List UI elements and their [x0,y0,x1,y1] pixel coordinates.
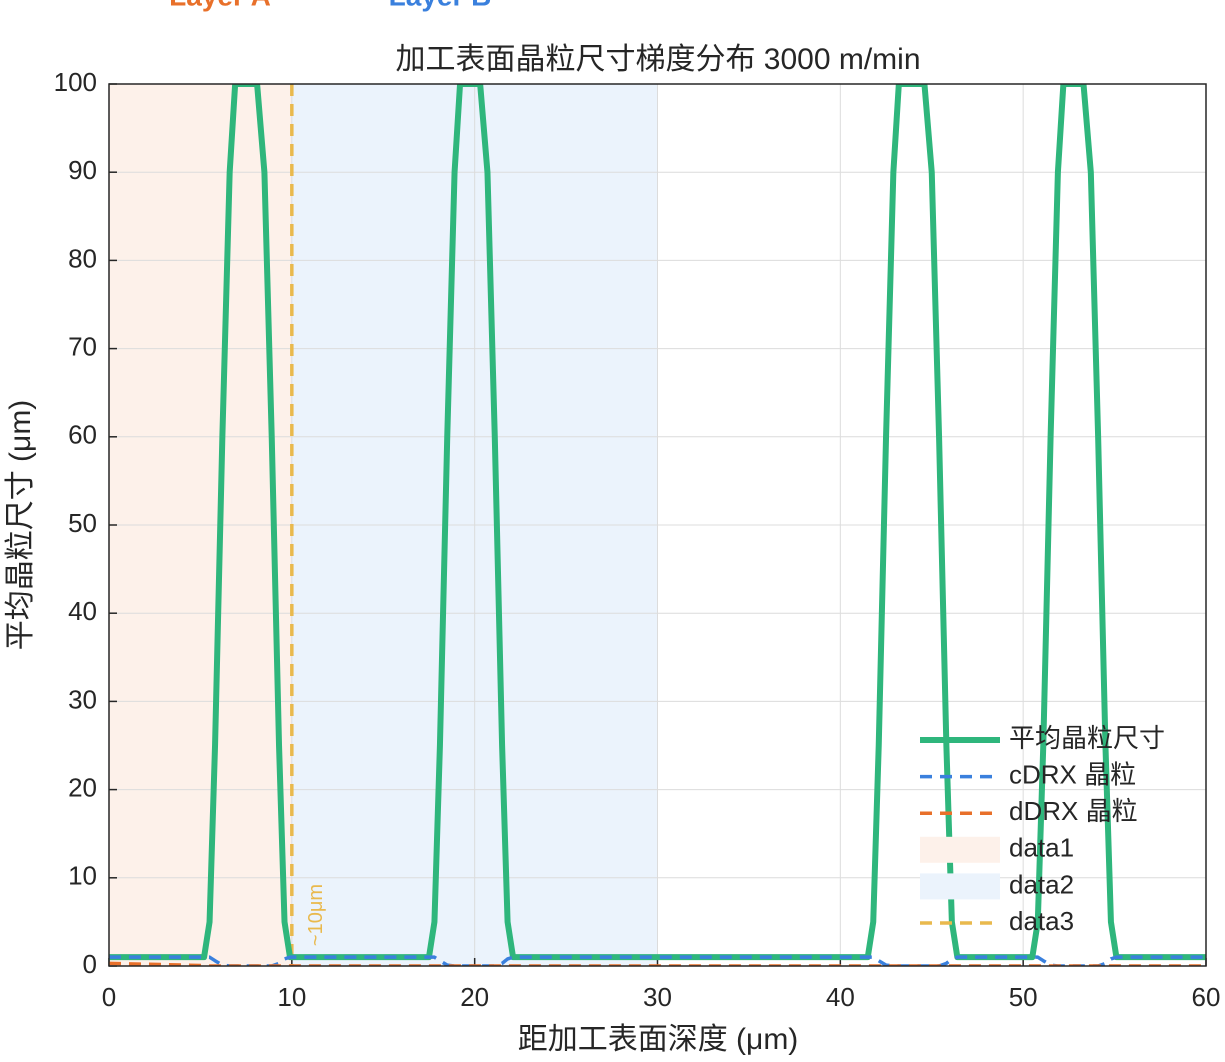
y-tick-label: 30 [68,684,97,714]
legend-label: 平均晶粒尺寸 [1009,723,1165,753]
x-tick-label: 0 [102,982,116,1012]
x-tick-label: 40 [826,982,855,1012]
top-label: Layer B [389,0,492,11]
legend-label: cDRX 晶粒 [1009,759,1136,789]
x-tick-label: 20 [460,982,489,1012]
x-tick-label: 60 [1192,982,1221,1012]
x-tick-label: 30 [643,982,672,1012]
y-tick-label: 0 [83,949,97,979]
chart-title: 加工表面晶粒尺寸梯度分布 3000 m/min [395,43,920,76]
legend-label: data2 [1009,869,1074,899]
y-tick-label: 100 [54,67,97,97]
legend-label: dDRX 晶粒 [1009,796,1138,826]
y-tick-label: 90 [68,155,97,185]
y-tick-label: 70 [68,331,97,361]
legend-label: data1 [1009,833,1074,863]
y-tick-label: 80 [68,243,97,273]
text-layer: 0 10 20 30 40 50 60 0 10 20 30 40 50 60 70 80 90 100 ~10μm… [54,0,1221,1012]
x-tick-label: 10 [277,982,306,1012]
y-tick-label: 40 [68,596,97,626]
y-tick-label: 10 [68,861,97,891]
y-tick-label: 60 [68,420,97,450]
y-tick-label: 50 [68,508,97,538]
x-axis-label: 距加工表面深度 (μm) [518,1023,799,1056]
top-label: Layer A [169,0,271,11]
legend: 平均晶粒尺寸 cDRX 晶粒 dDRX 晶粒 data1 data2 data3 [920,723,1165,936]
legend-swatch [920,836,1000,863]
annotation: ~10μm [305,884,327,946]
y-tick-label: 20 [68,772,97,802]
y-axis-label: 平均晶粒尺寸 (μm) [4,400,37,651]
legend-swatch [920,873,1000,900]
legend-label: data3 [1009,906,1074,936]
x-tick-label: 50 [1009,982,1038,1012]
axes-box [108,83,1207,967]
